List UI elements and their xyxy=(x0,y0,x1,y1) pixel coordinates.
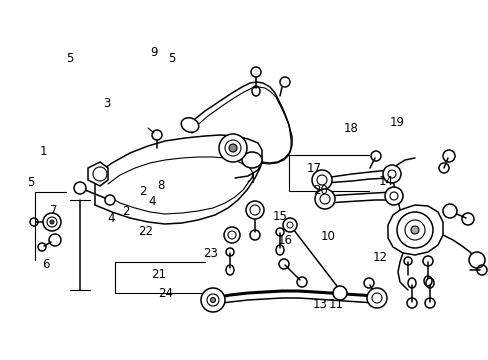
Text: 5: 5 xyxy=(66,52,74,65)
Circle shape xyxy=(468,252,484,268)
Text: 9: 9 xyxy=(150,46,158,59)
Ellipse shape xyxy=(242,152,262,168)
Text: 14: 14 xyxy=(378,175,393,188)
Circle shape xyxy=(382,165,400,183)
Polygon shape xyxy=(387,205,442,255)
Text: 5: 5 xyxy=(168,52,176,65)
Circle shape xyxy=(210,297,215,302)
Circle shape xyxy=(219,134,246,162)
Circle shape xyxy=(384,187,402,205)
Text: 3: 3 xyxy=(102,97,110,110)
Polygon shape xyxy=(88,162,108,186)
Circle shape xyxy=(224,227,240,243)
Circle shape xyxy=(311,170,331,190)
Circle shape xyxy=(396,212,432,248)
Text: 4: 4 xyxy=(107,212,115,225)
Circle shape xyxy=(50,220,54,224)
Text: 7: 7 xyxy=(50,204,58,217)
Text: 16: 16 xyxy=(277,234,292,247)
Circle shape xyxy=(43,213,61,231)
Text: 19: 19 xyxy=(389,116,404,129)
Circle shape xyxy=(105,195,115,205)
Circle shape xyxy=(201,288,224,312)
Text: 8: 8 xyxy=(157,179,165,192)
Text: 17: 17 xyxy=(306,162,321,175)
Text: 10: 10 xyxy=(321,230,335,243)
Text: 24: 24 xyxy=(158,287,172,300)
Text: 5: 5 xyxy=(27,176,35,189)
Ellipse shape xyxy=(181,118,199,132)
Circle shape xyxy=(245,201,264,219)
Circle shape xyxy=(283,218,296,232)
Text: 22: 22 xyxy=(138,225,153,238)
Text: 6: 6 xyxy=(41,258,49,271)
Circle shape xyxy=(228,144,237,152)
Circle shape xyxy=(332,286,346,300)
Text: 2: 2 xyxy=(139,185,147,198)
Text: 20: 20 xyxy=(312,184,327,197)
Circle shape xyxy=(442,204,456,218)
Circle shape xyxy=(410,226,418,234)
Text: 1: 1 xyxy=(39,145,47,158)
Text: 2: 2 xyxy=(122,205,130,218)
Text: 12: 12 xyxy=(372,251,387,264)
Text: 15: 15 xyxy=(272,210,286,222)
Text: 21: 21 xyxy=(151,268,166,281)
Text: 23: 23 xyxy=(203,247,217,260)
Circle shape xyxy=(314,189,334,209)
Circle shape xyxy=(74,182,86,194)
Text: 4: 4 xyxy=(148,195,156,208)
Text: 11: 11 xyxy=(328,298,343,311)
Text: 18: 18 xyxy=(343,122,358,135)
Text: 13: 13 xyxy=(312,298,327,311)
Circle shape xyxy=(366,288,386,308)
